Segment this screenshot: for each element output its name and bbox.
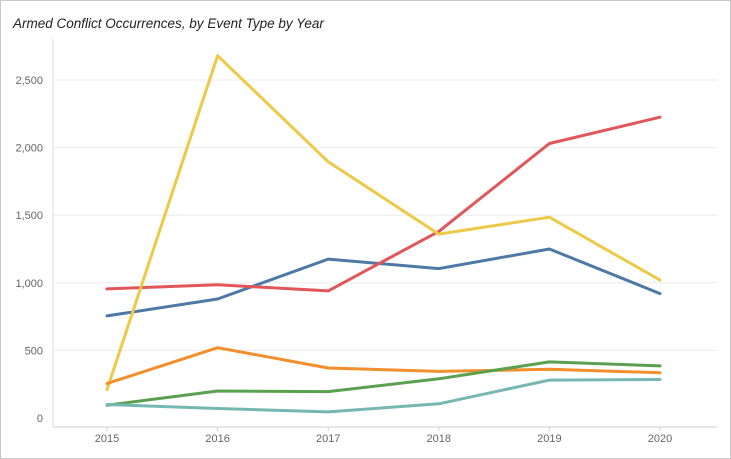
series-line-6 [105, 378, 662, 414]
series-line-1 [105, 247, 662, 318]
series-lines [105, 54, 662, 414]
x-tick-label: 2019 [537, 433, 561, 445]
y-tick-label: 500 [25, 345, 43, 357]
y-tick-label: 2,500 [15, 75, 43, 87]
y-tick-label: 1,500 [15, 210, 43, 222]
x-tick-label: 2015 [95, 433, 119, 445]
x-tick-label: 2017 [316, 433, 340, 445]
series-line-3 [105, 54, 662, 392]
x-tick-label: 2016 [205, 433, 229, 445]
x-tick-label: 2018 [427, 433, 451, 445]
y-tick-label: 2,000 [15, 143, 43, 155]
axes: 0 500 1,000 1,500 2,000 2,500 2015 2016 2017 2018… [15, 39, 717, 445]
series-line-2 [105, 115, 662, 293]
x-tick-label: 2020 [648, 433, 672, 445]
y-tick-label: 0 [37, 413, 43, 425]
y-tick-label: 1,000 [15, 278, 43, 290]
series-line-5 [105, 360, 662, 407]
series-line-4 [105, 346, 662, 385]
chart-title: Armed Conflict Occurrences, by Event Typ… [13, 16, 324, 31]
gridlines [53, 79, 717, 351]
